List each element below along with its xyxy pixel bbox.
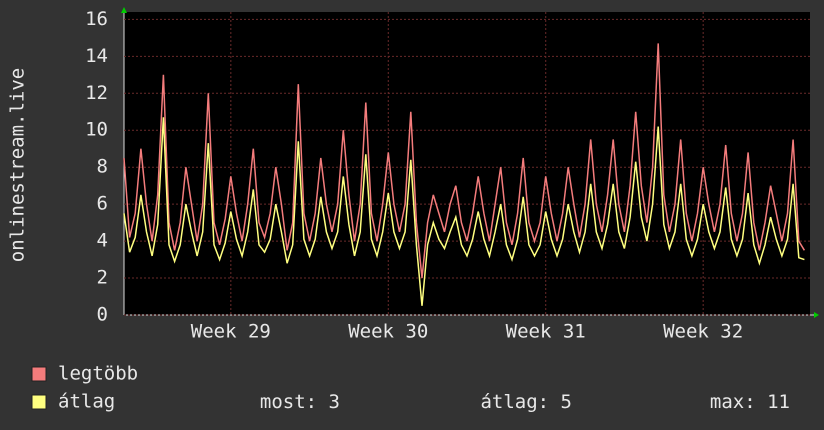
legend-swatch bbox=[31, 394, 47, 410]
plot-area bbox=[124, 12, 810, 315]
stat-value: 11 bbox=[767, 391, 790, 413]
series-line bbox=[123, 43, 806, 279]
stat-value: 3 bbox=[329, 391, 340, 413]
y-arrow bbox=[121, 7, 127, 13]
y-tick-label: 0 bbox=[97, 304, 108, 326]
x-tick-label: Week 30 bbox=[348, 321, 428, 343]
stat-value: 5 bbox=[561, 391, 572, 413]
stat-label: max: bbox=[710, 391, 756, 413]
series-line bbox=[123, 117, 805, 306]
y-tick-label: 10 bbox=[85, 119, 108, 141]
y-tick-label: 8 bbox=[97, 156, 108, 178]
stat-label: most: bbox=[260, 391, 317, 413]
stat: átlag: 5 bbox=[480, 391, 572, 413]
stat: max: 11 bbox=[710, 391, 790, 413]
y-axis-label: onlinestream.live bbox=[7, 68, 29, 262]
x-tick-label: Week 31 bbox=[506, 321, 586, 343]
y-tick-label: 14 bbox=[85, 45, 108, 67]
stat: most: 3 bbox=[260, 391, 340, 413]
y-tick-label: 12 bbox=[85, 82, 108, 104]
x-tick-label: Week 29 bbox=[191, 321, 271, 343]
y-tick-label: 16 bbox=[85, 8, 108, 30]
legend-swatch bbox=[31, 366, 47, 382]
x-arrow bbox=[814, 312, 819, 318]
x-tick-label: Week 32 bbox=[663, 321, 743, 343]
y-tick-label: 2 bbox=[97, 267, 108, 289]
y-tick-label: 6 bbox=[97, 193, 108, 215]
stat-label: átlag: bbox=[480, 391, 549, 413]
legend-label: átlag bbox=[58, 391, 115, 413]
y-tick-label: 4 bbox=[97, 230, 108, 252]
legend-label: legtöbb bbox=[58, 363, 138, 385]
